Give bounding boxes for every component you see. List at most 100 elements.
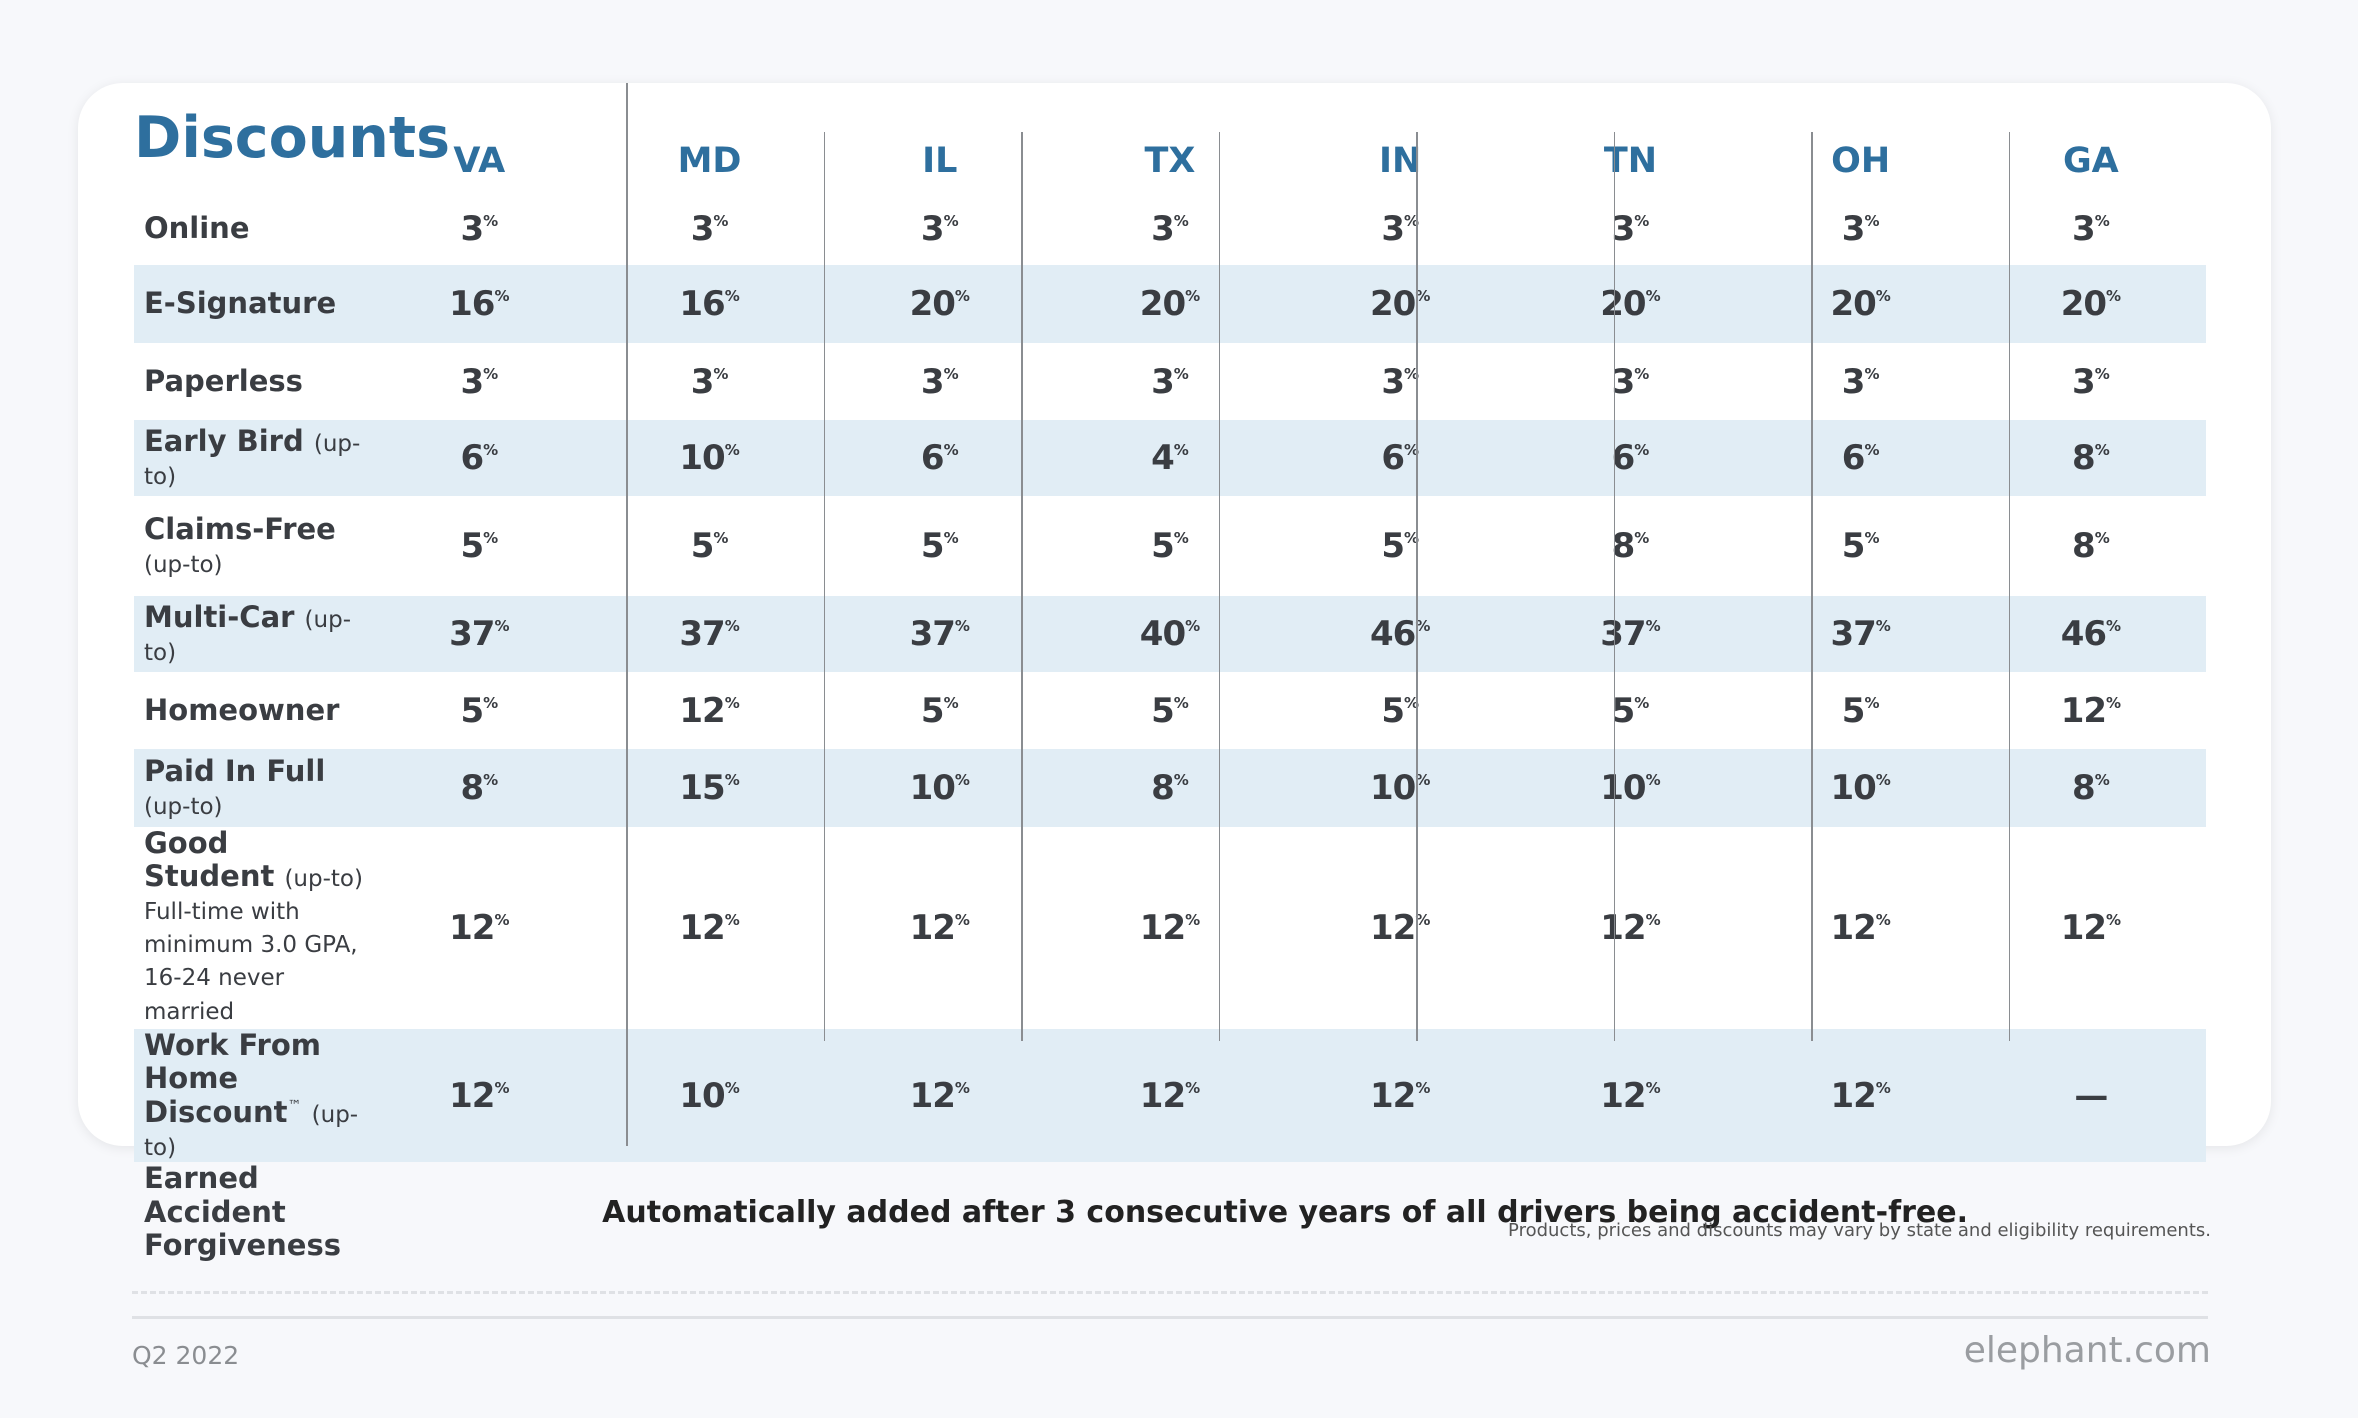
unit: % [713,212,729,230]
label-divider [626,83,628,1146]
unit: % [724,693,740,712]
value-cell: 12% [1285,827,1515,1029]
note-line: 16-24 never married [144,965,285,1025]
discount-value: 12 [679,908,725,949]
discount-value: 8 [2072,768,2096,808]
value-cell: 8% [1515,496,1745,596]
value-cell: 6% [824,420,1055,496]
value-cell: 20% [1054,265,1286,343]
discount-value: 5 [1841,526,1866,566]
value-cell: 5% [1515,672,1745,749]
value-cell: 6% [1515,420,1746,496]
discount-value: 12 [679,690,725,731]
discount-value: 4 [1151,438,1175,478]
discount-value: 5 [1611,690,1636,731]
unit: % [1173,364,1189,383]
unit: % [494,287,510,305]
value-cell: 20% [824,265,1055,343]
discount-value: 5 [1151,526,1175,566]
unit: % [2106,287,2122,305]
value-cell: 12% [825,827,1055,1029]
discount-value: 37 [1600,614,1646,654]
value-cell: 15% [594,749,825,827]
discount-value: 12 [1600,1075,1646,1116]
discount-value: 12 [1830,1075,1876,1116]
unit: % [724,1078,740,1097]
discount-value: 20 [1370,284,1416,324]
unit: % [943,364,959,383]
disclaimer: Products, prices and discounts may vary … [1508,1220,2211,1241]
value-cell: 8% [1975,420,2206,496]
discount-value: 3 [1841,361,1866,402]
discount-name: Paid In Full [144,753,326,788]
qualifier: (up-to) [284,866,363,893]
unit: % [494,1078,510,1097]
discount-value: 10 [909,768,956,808]
discount-value: 37 [1830,614,1876,654]
unit: % [2094,212,2110,230]
discount-value: 20 [1600,284,1646,324]
value-cell: 5% [1285,496,1515,596]
discount-value: 20 [1830,284,1876,324]
discount-value: 3 [1151,209,1175,249]
discount-value: 6 [1381,438,1405,478]
unit: % [1415,617,1431,635]
value-cell: 3% [1976,193,2206,265]
unit: % [1185,911,1201,930]
value-cell: 10% [1745,749,1976,827]
discount-value: 3 [920,209,945,249]
unit: % [1634,364,1650,383]
value-cell: 20% [1975,265,2206,343]
value-cell: 8% [364,749,595,827]
header-row: Discounts VA MD IL TX IN TN OH GA [134,83,2206,193]
trademark: ™ [287,1097,302,1114]
row-label: Claims-Free (up-to) [134,496,364,596]
discount-row: Homeowner 5% 12% 5% 5% 5% 5% 5% 12% [134,672,2206,749]
discount-value: 12 [2060,908,2107,949]
value-cell: 12% [594,827,824,1029]
discount-table: Discounts VA MD IL TX IN TN OH GA Online 3% 3% 3% 3% 3… [134,83,2206,1262]
unit: % [1185,1078,1201,1097]
unit: % [1404,212,1420,230]
discount-value: 3 [690,209,715,249]
unit: % [943,693,959,712]
row-label: Early Bird (up-to) [134,420,365,496]
discount-value: 46 [2060,614,2107,654]
discount-value: 20 [2060,284,2107,324]
discount-name: Paperless [144,363,303,398]
unit: % [1875,771,1891,789]
unit: % [724,287,740,305]
discount-value: 8 [1611,526,1636,566]
unit: % [1645,617,1661,635]
unit: % [1875,1078,1891,1097]
unit: % [1864,212,1880,230]
discount-value: 12 [909,1075,956,1116]
value-cell: 8% [1054,749,1286,827]
discount-name: Early Bird [144,423,304,458]
value-cell: 3% [1285,193,1515,265]
value-cell: 12% [1976,827,2206,1029]
discount-row: Multi-Car (up-to) 37% 37% 37% 40% 46% 37% 37% 46… [134,596,2206,672]
discount-value: 6 [1611,438,1636,478]
value-cell: 3% [1515,193,1745,265]
discount-value: 10 [1370,768,1416,808]
unit: % [1404,529,1420,547]
discount-value: 3 [2072,209,2096,249]
unit: % [2094,441,2110,459]
value-cell: 16% [364,265,595,343]
unit: % [724,441,740,459]
value-cell: 37% [364,596,595,672]
value-cell: 5% [364,672,594,749]
value-cell: 12% [594,672,824,749]
value-cell: 12% [1745,1029,1976,1163]
value-cell: 5% [1285,672,1515,749]
discount-row: Paperless 3% 3% 3% 3% 3% 3% 3% 3% [134,343,2206,420]
value-cell: 12% [1746,827,1976,1029]
discount-value: 8 [460,768,484,808]
unit: % [943,529,959,547]
unit: % [1404,441,1420,459]
value-cell: 5% [1746,496,1976,596]
value-cell: 5% [364,496,594,596]
discount-name: E-Signature [144,286,337,321]
discount-value: 6 [1841,438,1866,478]
